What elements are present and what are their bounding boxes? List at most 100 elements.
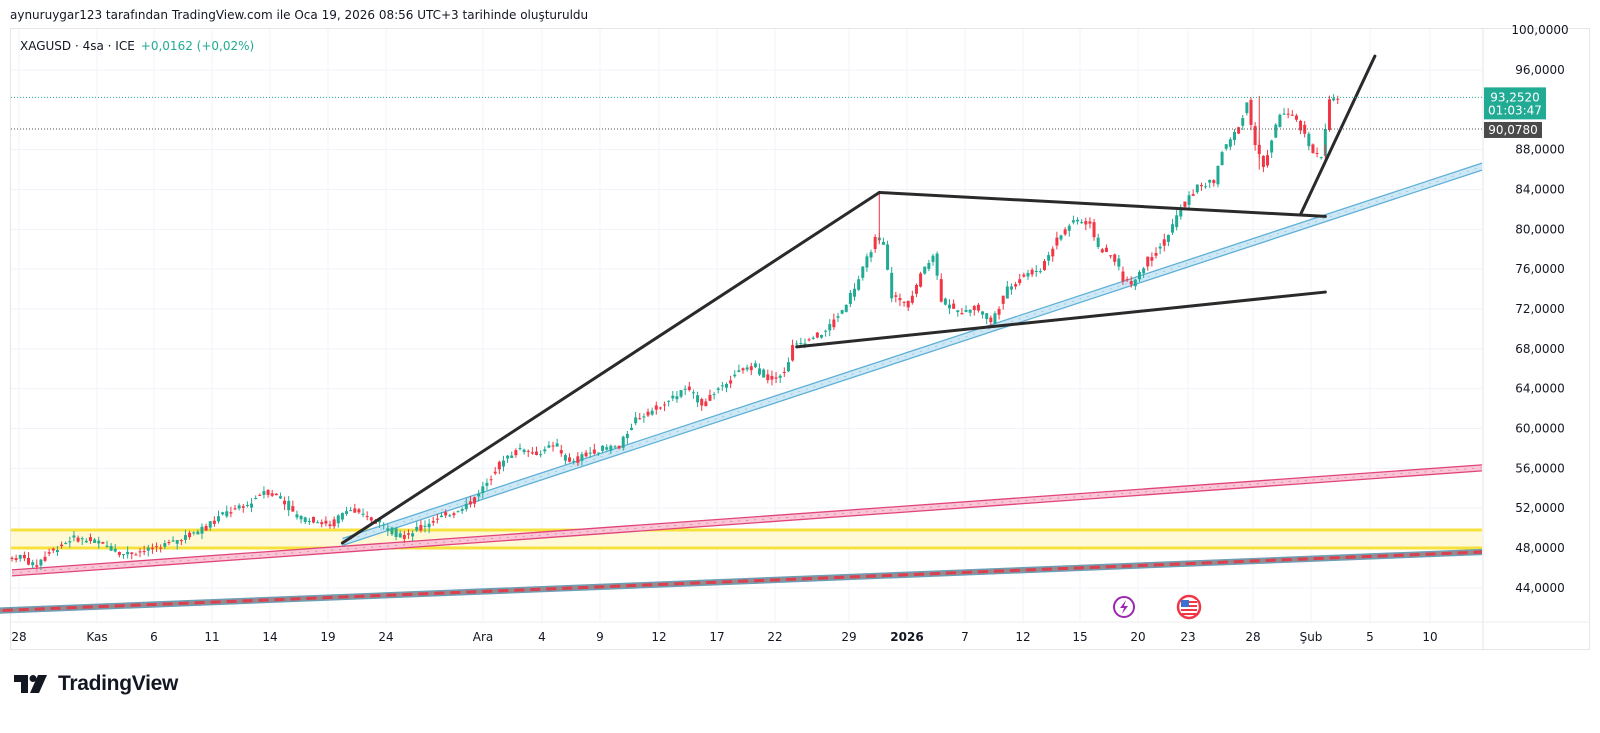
price-axis-label: 68,0000: [1515, 342, 1565, 356]
candle-body: [1142, 268, 1146, 274]
candle: [386, 523, 390, 536]
candle: [200, 523, 204, 540]
candle: [906, 300, 910, 311]
candle-body: [208, 521, 212, 528]
candle-body: [295, 514, 299, 518]
candle-body: [1179, 208, 1183, 217]
candle-body: [31, 562, 35, 566]
candle-body: [832, 319, 836, 328]
candle: [786, 357, 790, 373]
candle-body: [1080, 222, 1084, 224]
candle: [311, 516, 315, 524]
candle-body: [1237, 127, 1241, 134]
candle: [939, 273, 943, 303]
candle-body: [332, 519, 336, 527]
candle: [1158, 243, 1162, 255]
trend-line: [340, 190, 881, 545]
candle: [97, 536, 101, 549]
candle: [811, 335, 815, 340]
candle-body: [609, 445, 613, 451]
candle-body: [675, 396, 679, 400]
candle: [976, 302, 980, 313]
candle-body: [630, 427, 633, 430]
candle: [1245, 102, 1249, 116]
candle-body: [778, 375, 782, 378]
time-axis-label: 9: [596, 630, 604, 644]
candle-body: [361, 513, 365, 515]
candle: [617, 445, 621, 450]
candle-body: [501, 460, 505, 467]
candle: [762, 368, 766, 378]
us-flag-event-icon[interactable]: [1176, 594, 1202, 620]
candle-body: [745, 367, 749, 370]
candle-body: [1018, 279, 1022, 284]
candle: [865, 253, 869, 272]
candle-body: [481, 486, 485, 494]
event-lightning-icon[interactable]: [1113, 596, 1135, 618]
candle: [390, 526, 394, 537]
time-axis-label: 5: [1366, 630, 1374, 644]
candle: [485, 478, 489, 491]
candle: [452, 511, 456, 519]
symbol-label[interactable]: XAGUSD · 4sa · ICE: [20, 39, 135, 53]
candle-body: [1336, 98, 1340, 100]
time-axis-label: 19: [320, 630, 335, 644]
candle: [968, 309, 972, 317]
candle-body: [241, 506, 245, 508]
candle: [163, 540, 167, 550]
time-axis-label: 4: [538, 630, 546, 644]
candle-body: [803, 343, 807, 345]
candle: [923, 266, 927, 275]
candle: [64, 541, 68, 545]
flag-stripe: [1181, 609, 1197, 611]
candle: [1067, 223, 1071, 237]
time-axis-label: 20: [1130, 630, 1145, 644]
candle: [435, 513, 439, 524]
candle: [175, 539, 179, 550]
candle: [225, 505, 229, 518]
trend-lines: [340, 54, 1377, 545]
candle: [361, 508, 365, 518]
tradingview-logo[interactable]: TradingView: [14, 672, 178, 696]
prev-close-label-bg: [1484, 121, 1542, 138]
candle: [952, 299, 956, 309]
candle: [1080, 219, 1084, 224]
candle: [733, 370, 737, 378]
candle: [563, 453, 567, 465]
candle: [1327, 95, 1331, 132]
candle-body: [654, 405, 658, 410]
candle: [233, 504, 237, 511]
candle-body: [51, 548, 55, 551]
candle-body: [696, 395, 700, 403]
candle-body: [464, 503, 468, 510]
price-axis: 100,0000 96,0000 88,0000 84,0000 80,0000 76,0…: [11, 23, 1569, 650]
candle-body: [724, 383, 728, 388]
candle: [1129, 276, 1133, 288]
prev-close-label: 90,0780: [1488, 123, 1538, 137]
candle: [47, 548, 51, 557]
candle: [576, 452, 580, 466]
candle-body: [646, 411, 650, 416]
candle: [468, 495, 472, 508]
candle: [76, 535, 80, 543]
candle: [881, 237, 885, 245]
candle: [592, 443, 596, 455]
candle-body: [766, 374, 770, 381]
candle-body: [1224, 144, 1228, 149]
candle-body: [844, 304, 848, 312]
candle: [1179, 204, 1183, 220]
candle: [683, 385, 687, 396]
candle: [791, 339, 795, 362]
candle-body: [353, 508, 357, 513]
candle-body: [1299, 120, 1303, 131]
candle: [229, 506, 233, 518]
candle-body: [865, 256, 869, 268]
candle-body: [1100, 249, 1104, 253]
pink-channel: [11, 464, 1483, 577]
candle-body: [910, 295, 914, 303]
candle: [431, 516, 435, 526]
candle-body: [943, 298, 947, 305]
support-zone: [11, 530, 1482, 548]
price-axis-label: 52,0000: [1515, 501, 1565, 515]
